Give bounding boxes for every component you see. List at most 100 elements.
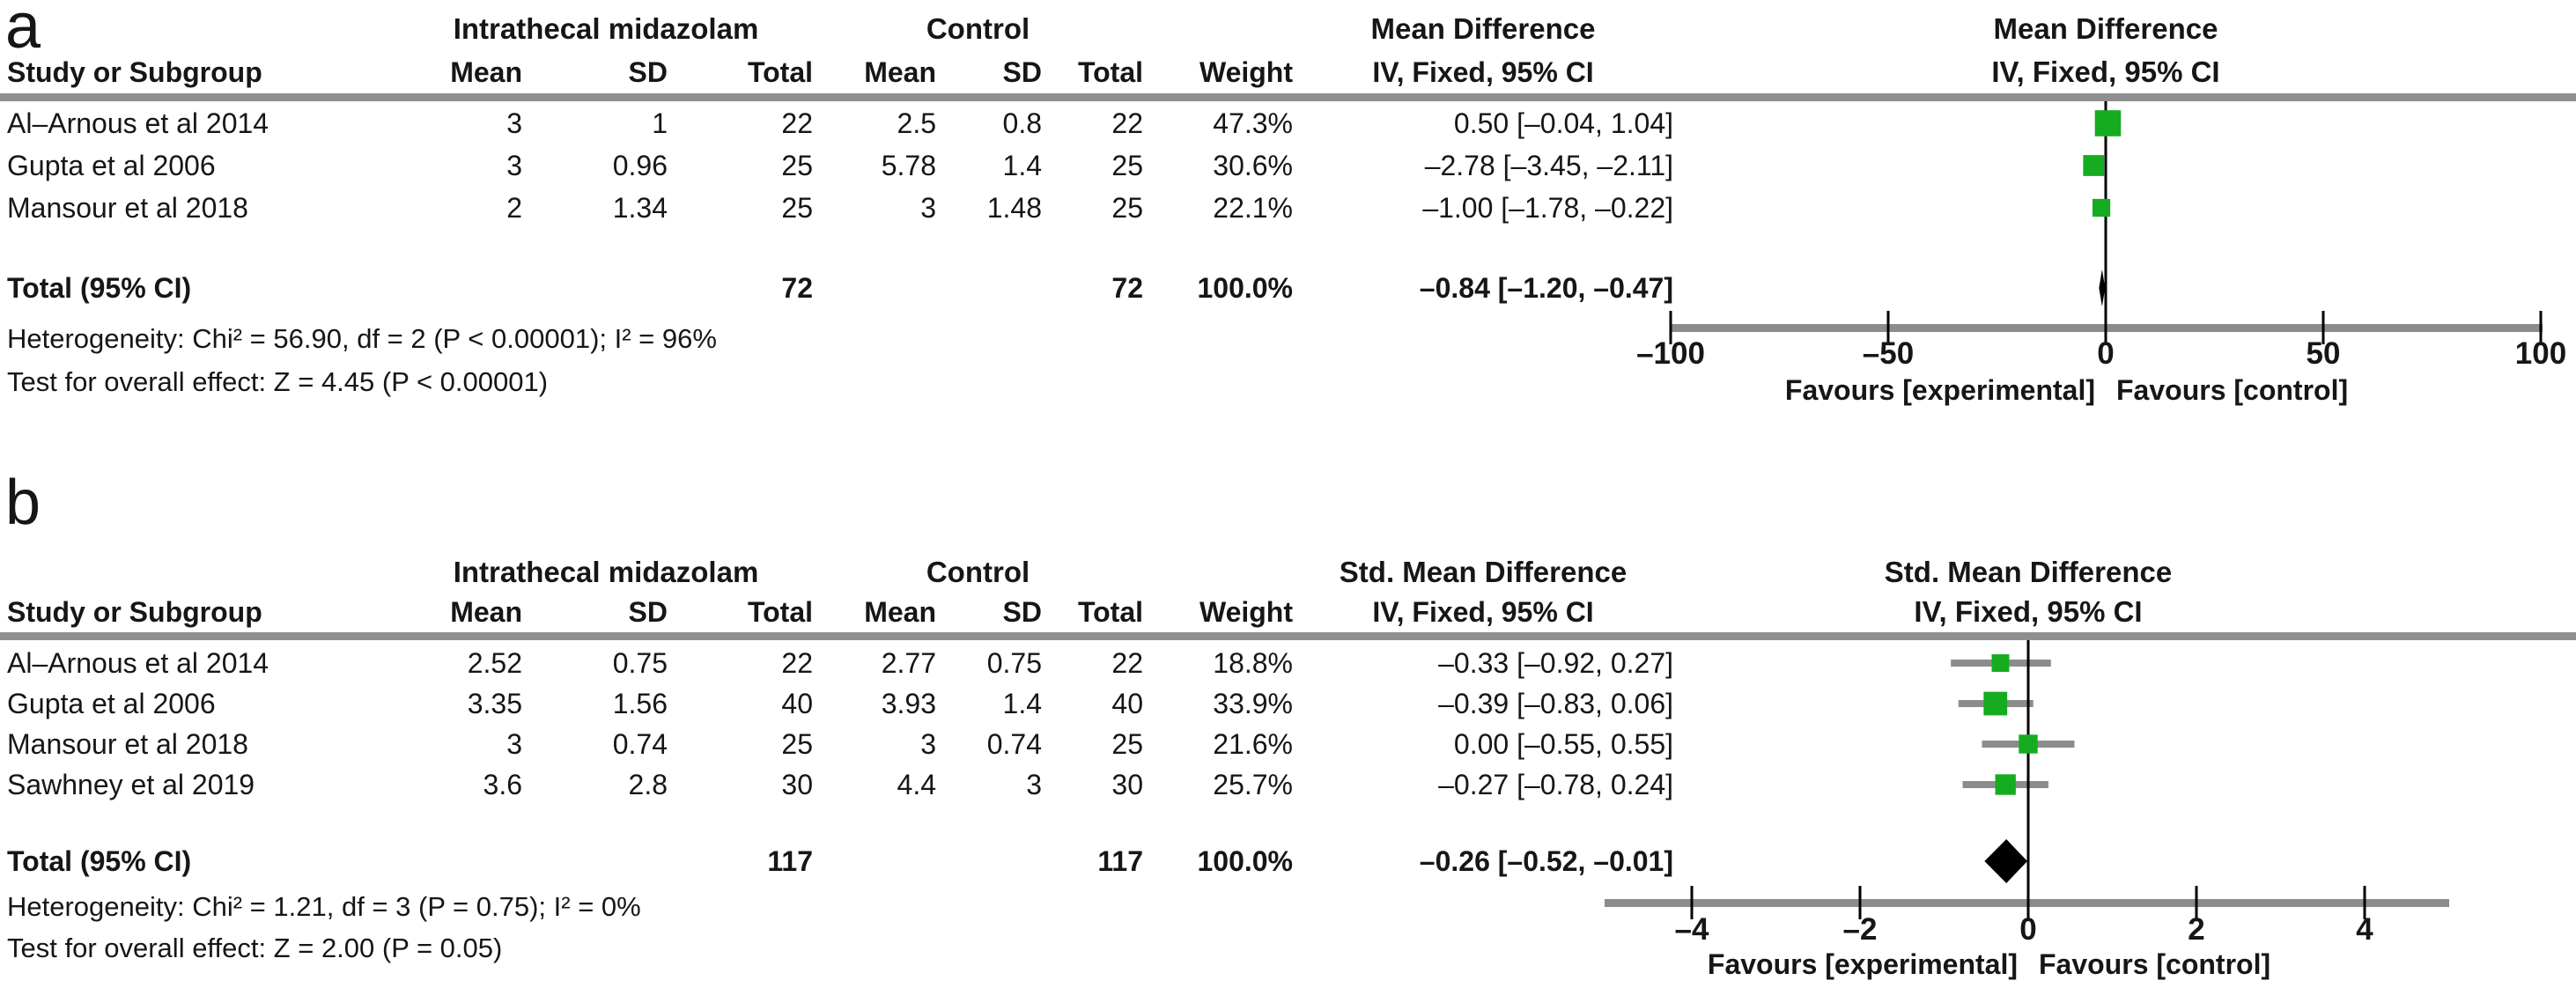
cell-total_ctl: 25 xyxy=(1111,150,1143,181)
cell-name: Sawhney et al 2019 xyxy=(7,769,255,800)
cell-weight: 22.1% xyxy=(1213,192,1293,224)
col-header-total-exp: Total xyxy=(747,596,813,628)
total-n-exp: 117 xyxy=(767,845,813,877)
group-header-effect-b: Std. Mean Difference xyxy=(1339,556,1628,588)
zero-line xyxy=(2104,101,2107,344)
favours-right-label-b: Favours [control] xyxy=(2039,948,2271,980)
total-label: Total (95% CI) xyxy=(7,845,192,877)
axis-tick-label: –2 xyxy=(1842,912,1878,947)
study-marker xyxy=(2092,198,2111,218)
total-n-ctl: 117 xyxy=(1097,845,1143,877)
col-header-mean-exp: Mean xyxy=(450,56,522,88)
panel-a-label: a xyxy=(5,0,41,62)
cell-mean_ctl: 3.93 xyxy=(881,688,936,719)
cell-total_ctl: 25 xyxy=(1111,192,1143,224)
cell-total_ctl: 22 xyxy=(1111,647,1143,679)
zero-line xyxy=(2026,640,2030,919)
axis-tick-label: –4 xyxy=(1674,912,1709,947)
axis-tick-label: –100 xyxy=(1636,336,1705,371)
group-header-control-a: Control xyxy=(926,12,1030,45)
favours-left-label-a: Favours [experimental] xyxy=(1784,374,2095,406)
cell-mean_exp: 3 xyxy=(506,107,522,139)
col-header-mean-ctl: Mean xyxy=(864,596,936,628)
overall-effect-note-b: Test for overall effect: Z = 2.00 (P = 0… xyxy=(7,933,503,963)
cell-sd_ctl: 0.74 xyxy=(986,728,1042,760)
cell-weight: 47.3% xyxy=(1213,107,1293,139)
col-header-mean-exp: Mean xyxy=(450,596,522,628)
favours-left-label-b: Favours [experimental] xyxy=(1707,948,2018,980)
cell-sd_exp: 0.74 xyxy=(612,728,668,760)
study-row: Sawhney et al 2019 3.6 2.8 30 4.4 3 30 25.7% –0.… xyxy=(7,764,1673,805)
study-marker xyxy=(1991,654,2010,672)
header-separator-a xyxy=(0,93,2576,101)
study-row: Al–Arnous et al 2014 2.52 0.75 22 2.77 0.75 22… xyxy=(7,643,1673,683)
group-header-experimental-b: Intrathecal midazolam xyxy=(453,556,759,588)
col-header-sd-exp: SD xyxy=(628,596,668,628)
cell-sd_ctl: 1.4 xyxy=(1002,688,1042,719)
col-header-mean-ctl: Mean xyxy=(864,56,936,88)
cell-name: Gupta et al 2006 xyxy=(7,150,216,181)
study-marker xyxy=(2019,734,2038,754)
cell-ci_text: –0.39 [–0.83, 0.06] xyxy=(1438,688,1673,719)
cell-sd_ctl: 1.4 xyxy=(1002,150,1042,181)
col-header-total-ctl: Total xyxy=(1077,56,1143,88)
cell-sd_exp: 1.56 xyxy=(612,688,668,719)
axis-tick-label: 100 xyxy=(2514,336,2567,371)
cell-total_exp: 22 xyxy=(781,107,813,139)
axis-tick xyxy=(2363,886,2366,919)
summary-diamond xyxy=(2099,269,2106,306)
study-marker xyxy=(2094,110,2122,136)
study-marker xyxy=(1995,774,2016,795)
axis-tick-label: 4 xyxy=(2356,912,2373,947)
axis-tick-label: 0 xyxy=(2097,336,2115,371)
plot-header-line1-a: Mean Difference xyxy=(1993,12,2218,45)
axis-tick-label: 50 xyxy=(2306,336,2341,371)
cell-mean_ctl: 4.4 xyxy=(897,769,936,800)
col-header-total-exp: Total xyxy=(747,56,813,88)
axis-tick xyxy=(1886,311,1890,344)
column-header-row-a: Study or Subgroup Mean SD Total Mean SD … xyxy=(7,53,1673,92)
overall-effect-note-a: Test for overall effect: Z = 4.45 (P < 0… xyxy=(7,366,549,397)
cell-ci_text: 0.50 [–0.04, 1.04] xyxy=(1453,107,1673,139)
cell-sd_exp: 1 xyxy=(652,107,668,139)
col-header-sd-ctl: SD xyxy=(1002,596,1042,628)
col-header-weight: Weight xyxy=(1199,596,1293,628)
heterogeneity-note-b: Heterogeneity: Chi² = 1.21, df = 3 (P = … xyxy=(7,891,641,922)
total-ci: –0.26 [–0.52, –0.01] xyxy=(1419,845,1673,877)
cell-sd_ctl: 1.48 xyxy=(986,192,1042,224)
cell-total_ctl: 40 xyxy=(1111,688,1143,719)
study-row: Gupta et al 2006 3 0.96 25 5.78 1.4 25 30.6% –2.… xyxy=(7,144,1673,187)
header-separator-b xyxy=(0,632,2576,640)
total-n-ctl: 72 xyxy=(1111,272,1143,304)
cell-name: Gupta et al 2006 xyxy=(7,688,216,719)
cell-mean_exp: 3 xyxy=(506,150,522,181)
axis-tick-label: 2 xyxy=(2188,912,2205,947)
cell-total_exp: 25 xyxy=(781,728,813,760)
cell-total_exp: 30 xyxy=(781,769,813,800)
cell-total_ctl: 25 xyxy=(1111,728,1143,760)
cell-total_exp: 40 xyxy=(781,688,813,719)
cell-ci_text: 0.00 [–0.55, 0.55] xyxy=(1453,728,1673,760)
cell-ci_text: –0.27 [–0.78, 0.24] xyxy=(1438,769,1673,800)
col-header-ci: IV, Fixed, 95% CI xyxy=(1372,596,1594,628)
cell-weight: 21.6% xyxy=(1213,728,1293,760)
study-row: Gupta et al 2006 3.35 1.56 40 3.93 1.4 40 33.9%… xyxy=(7,683,1673,724)
axis-tick xyxy=(2539,311,2543,344)
cell-ci_text: –0.33 [–0.92, 0.27] xyxy=(1438,647,1673,679)
group-header-control-b: Control xyxy=(926,556,1030,588)
study-marker xyxy=(1983,691,2008,716)
cell-sd_ctl: 3 xyxy=(1026,769,1042,800)
total-ci: –0.84 [–1.20, –0.47] xyxy=(1419,272,1673,304)
cell-mean_exp: 3 xyxy=(506,728,522,760)
axis-tick-label: 0 xyxy=(2019,912,2037,947)
col-header-sd-ctl: SD xyxy=(1002,56,1042,88)
cell-mean_ctl: 2.5 xyxy=(897,107,936,139)
cell-total_exp: 25 xyxy=(781,150,813,181)
cell-mean_ctl: 3 xyxy=(920,728,936,760)
study-row: Mansour et al 2018 3 0.74 25 3 0.74 25 21.6% 0.0… xyxy=(7,724,1673,764)
cell-weight: 18.8% xyxy=(1213,647,1293,679)
cell-name: Mansour et al 2018 xyxy=(7,192,248,224)
cell-mean_exp: 3.6 xyxy=(483,769,522,800)
axis-tick xyxy=(2321,311,2325,344)
